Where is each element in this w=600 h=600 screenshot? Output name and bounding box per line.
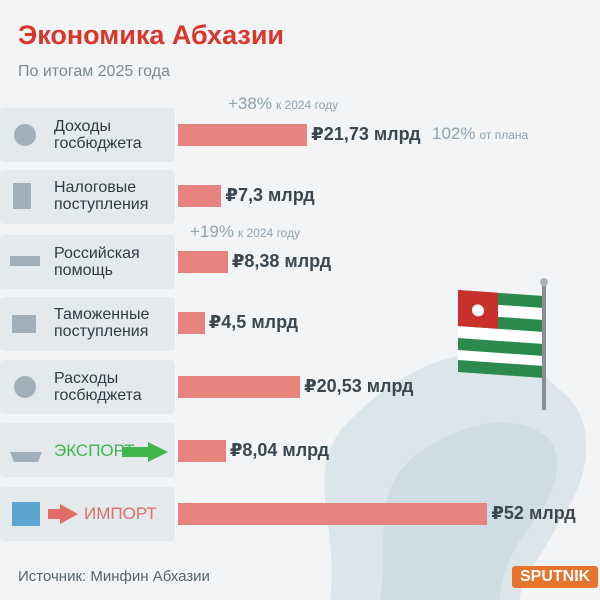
brand: SPUTNIK (512, 566, 599, 588)
bar (178, 185, 222, 207)
title: Экономика Абхазии (18, 20, 285, 50)
bar (178, 312, 205, 334)
annotation: +38% к 2024 году (228, 94, 338, 114)
category-label: ИМПОРТ (84, 504, 157, 523)
bar (178, 251, 228, 273)
value-label: ₽8,38 млрд (231, 251, 332, 271)
value-label: ₽52 млрд (491, 503, 576, 523)
bar (178, 440, 226, 462)
annotation: 102% от плана (432, 124, 528, 144)
category-label: Налоговые поступления (54, 179, 149, 213)
annotation-text: от плана (479, 128, 529, 142)
value-label: ₽4,5 млрд (208, 312, 299, 332)
annotation: +19% к 2024 году (190, 222, 300, 242)
category-label: Российская помощь (54, 245, 140, 279)
annotation-value: +19% (190, 222, 234, 241)
annotation-text: к 2024 году (275, 98, 339, 112)
subtitle: По итогам 2025 года (18, 63, 170, 80)
value-label: ₽8,04 млрд (229, 440, 330, 460)
bar (178, 376, 301, 398)
value-label: ₽21,73 млрд (311, 124, 421, 144)
category-label: Расходы госбюджета (54, 370, 142, 404)
bar (178, 124, 308, 146)
bar (178, 503, 488, 525)
category-label: Доходы госбюджета (54, 118, 142, 152)
source: Источник: Минфин Абхазии (18, 568, 210, 585)
category-label: ЭКСПОРТ (54, 441, 135, 460)
value-label: ₽7,3 млрд (225, 185, 315, 205)
annotation-text: к 2024 году (237, 226, 301, 240)
annotation-value: +38% (228, 94, 272, 113)
value-label: ₽20,53 млрд (304, 376, 414, 396)
annotation-value: 102% (432, 124, 476, 143)
category-label: Таможенные поступления (54, 306, 150, 340)
